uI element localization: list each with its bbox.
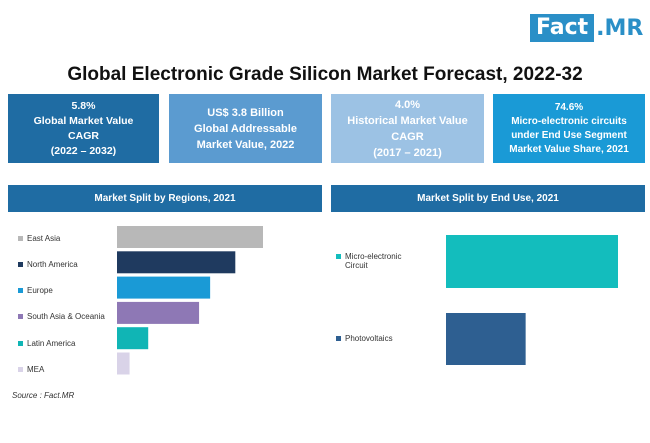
kpi-label: Market Value Share, 2021 — [509, 143, 629, 155]
legend-swatch — [18, 288, 23, 293]
page-title: Global Electronic Grade Silicon Market F… — [67, 64, 583, 85]
kpi-market-value: US$ 3.8 Billion Global Addressable Marke… — [169, 94, 322, 163]
legend-item-mea: MEA — [18, 365, 44, 374]
kpi-label: Micro-electronic circuits — [511, 115, 627, 127]
kpi-value: US$ 3.8 Billion — [207, 106, 284, 119]
legend-label: Latin America — [27, 339, 76, 348]
legend-item-latin-america: Latin America — [18, 339, 75, 348]
kpi-label: Global Market Value — [33, 114, 134, 127]
legend-label: Europe — [27, 286, 53, 295]
bar-micro-electronic-circuit — [446, 235, 618, 288]
kpi-label: under End Use Segment — [511, 129, 627, 141]
legend-item-photovoltaics: Photovoltaics — [336, 334, 393, 343]
kpi-label: Market Value, 2022 — [196, 138, 295, 151]
kpi-label: Historical Market Value — [347, 114, 468, 127]
end-use-chart-title: Market Split by End Use, 2021 — [331, 185, 645, 212]
regions-chart-title: Market Split by Regions, 2021 — [8, 185, 322, 212]
kpi-value: 74.6% — [554, 101, 584, 113]
legend-label: Micro-electronic Circuit — [345, 252, 402, 270]
legend-swatch — [18, 367, 23, 372]
kpi-period: (2022 – 2032) — [50, 144, 117, 157]
legend-swatch — [18, 262, 23, 267]
legend-item-east-asia: East Asia — [18, 234, 60, 243]
legend-swatch — [18, 236, 23, 241]
kpi-label: CAGR — [391, 130, 424, 143]
kpi-label: CAGR — [68, 129, 99, 142]
legend-swatch — [18, 314, 23, 319]
bar-photovoltaics — [446, 313, 526, 365]
bar-north-america — [117, 251, 236, 274]
legend-label: East Asia — [27, 234, 61, 243]
kpi-label: Global Addressable — [194, 122, 297, 135]
kpi-value: 4.0% — [394, 98, 421, 111]
legend-item-north-america: North America — [18, 260, 78, 269]
legend-item-south-asia-oceania: South Asia & Oceania — [18, 312, 105, 321]
fact-mr-logo: Fact .MR — [530, 14, 643, 42]
kpi-historical-cagr: 4.0% Historical Market Value CAGR (2017 … — [331, 94, 484, 163]
logo-mr: .MR — [596, 15, 644, 41]
bar-latin-america — [117, 327, 149, 350]
legend-label: MEA — [27, 365, 45, 374]
legend-item-micro-electronic: Micro-electronic Circuit — [336, 252, 426, 270]
legend-label: North America — [27, 260, 78, 269]
legend-item-europe: Europe — [18, 286, 53, 295]
kpi-cagr-forecast: 5.8% Global Market Value CAGR (2022 – 20… — [8, 94, 159, 163]
kpi-period: (2017 – 2021) — [373, 146, 442, 159]
logo-fact: Fact — [530, 14, 595, 42]
legend-label: Photovoltaics — [345, 334, 393, 343]
bar-south-asia-oceania — [117, 301, 200, 324]
bar-mea — [117, 352, 130, 375]
legend-swatch — [18, 341, 23, 346]
kpi-value: 5.8% — [71, 99, 96, 112]
kpi-end-use-share: 74.6% Micro-electronic circuits under En… — [493, 94, 645, 163]
source-note: Source : Fact.MR — [12, 391, 75, 400]
legend-label: South Asia & Oceania — [27, 312, 105, 321]
bar-europe — [117, 276, 211, 299]
legend-swatch — [336, 336, 341, 341]
legend-swatch — [336, 254, 341, 259]
bar-east-asia — [117, 226, 263, 248]
